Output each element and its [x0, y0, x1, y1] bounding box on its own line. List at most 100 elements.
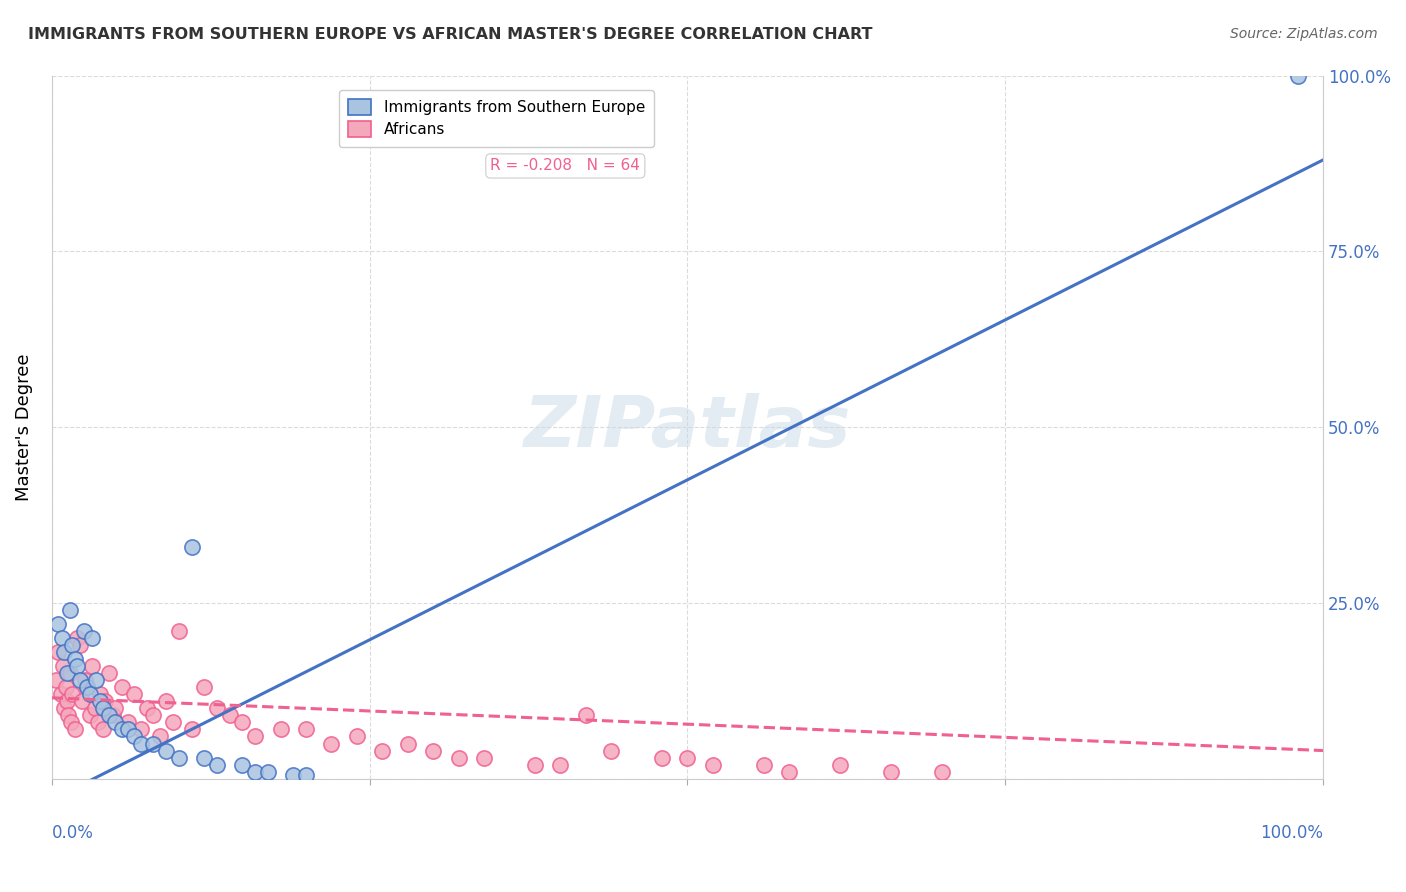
Text: Source: ZipAtlas.com: Source: ZipAtlas.com	[1230, 27, 1378, 41]
Point	[575, 708, 598, 723]
Text: 0.0%: 0.0%	[52, 824, 94, 842]
Point	[124, 730, 146, 744]
Point	[53, 701, 76, 715]
Point	[89, 687, 111, 701]
Point	[73, 673, 96, 688]
Point	[129, 737, 152, 751]
Point	[58, 708, 80, 723]
Point	[283, 768, 305, 782]
Point	[243, 764, 266, 779]
Point	[295, 723, 318, 737]
Point	[295, 768, 318, 782]
Point	[91, 723, 114, 737]
Point	[60, 687, 83, 701]
Point	[56, 666, 79, 681]
Point	[205, 757, 228, 772]
Point	[243, 730, 266, 744]
Point	[56, 694, 79, 708]
Point	[149, 730, 172, 744]
Point	[231, 757, 253, 772]
Point	[142, 708, 165, 723]
Point	[129, 723, 152, 737]
Point	[155, 694, 177, 708]
Point	[162, 715, 184, 730]
Point	[136, 701, 159, 715]
Point	[101, 708, 124, 723]
Y-axis label: Master's Degree: Master's Degree	[15, 353, 32, 500]
Text: R =  0.793   N = 34: R = 0.793 N = 34	[491, 112, 640, 128]
Point	[66, 631, 89, 645]
Point	[84, 673, 107, 688]
Point	[53, 645, 76, 659]
Point	[46, 645, 69, 659]
Point	[828, 757, 851, 772]
Point	[180, 540, 202, 554]
Point	[60, 638, 83, 652]
Point	[218, 708, 240, 723]
Point	[117, 715, 139, 730]
Point	[447, 750, 470, 764]
Point	[72, 624, 94, 638]
Point	[111, 680, 134, 694]
Text: R = -0.208   N = 64: R = -0.208 N = 64	[491, 159, 640, 173]
Point	[79, 687, 101, 701]
Point	[155, 743, 177, 757]
Point	[231, 715, 253, 730]
Point	[49, 687, 72, 701]
Point	[193, 750, 215, 764]
Point	[111, 723, 134, 737]
Point	[82, 631, 104, 645]
Point	[82, 659, 104, 673]
Point	[104, 701, 127, 715]
Point	[69, 638, 91, 652]
Point	[371, 743, 394, 757]
Point	[89, 694, 111, 708]
Text: IMMIGRANTS FROM SOUTHERN EUROPE VS AFRICAN MASTER'S DEGREE CORRELATION CHART: IMMIGRANTS FROM SOUTHERN EUROPE VS AFRIC…	[28, 27, 873, 42]
Point	[600, 743, 623, 757]
Point	[66, 659, 89, 673]
Point	[94, 694, 117, 708]
Point	[651, 750, 673, 764]
Point	[72, 694, 94, 708]
Point	[51, 631, 73, 645]
Point	[69, 673, 91, 688]
Point	[472, 750, 495, 764]
Text: 100.0%: 100.0%	[1260, 824, 1323, 842]
Point	[97, 708, 120, 723]
Point	[142, 737, 165, 751]
Point	[76, 680, 98, 694]
Point	[52, 659, 75, 673]
Point	[124, 687, 146, 701]
Point	[76, 680, 98, 694]
Text: ZIPatlas: ZIPatlas	[524, 392, 851, 461]
Point	[321, 737, 343, 751]
Point	[193, 680, 215, 694]
Point	[257, 764, 280, 779]
Point	[396, 737, 419, 751]
Point	[45, 673, 67, 688]
Point	[55, 680, 77, 694]
Point	[880, 764, 903, 779]
Point	[752, 757, 775, 772]
Point	[270, 723, 292, 737]
Point	[167, 624, 190, 638]
Point	[180, 723, 202, 737]
Point	[167, 750, 190, 764]
Legend: Immigrants from Southern Europe, Africans: Immigrants from Southern Europe, African…	[339, 90, 654, 146]
Point	[346, 730, 368, 744]
Point	[550, 757, 572, 772]
Point	[86, 715, 108, 730]
Point	[63, 652, 86, 666]
Point	[422, 743, 444, 757]
Point	[58, 603, 80, 617]
Point	[117, 723, 139, 737]
Point	[97, 666, 120, 681]
Point	[702, 757, 724, 772]
Point	[79, 708, 101, 723]
Point	[931, 764, 953, 779]
Point	[523, 757, 546, 772]
Point	[104, 715, 127, 730]
Point	[778, 764, 800, 779]
Point	[676, 750, 699, 764]
Point	[91, 701, 114, 715]
